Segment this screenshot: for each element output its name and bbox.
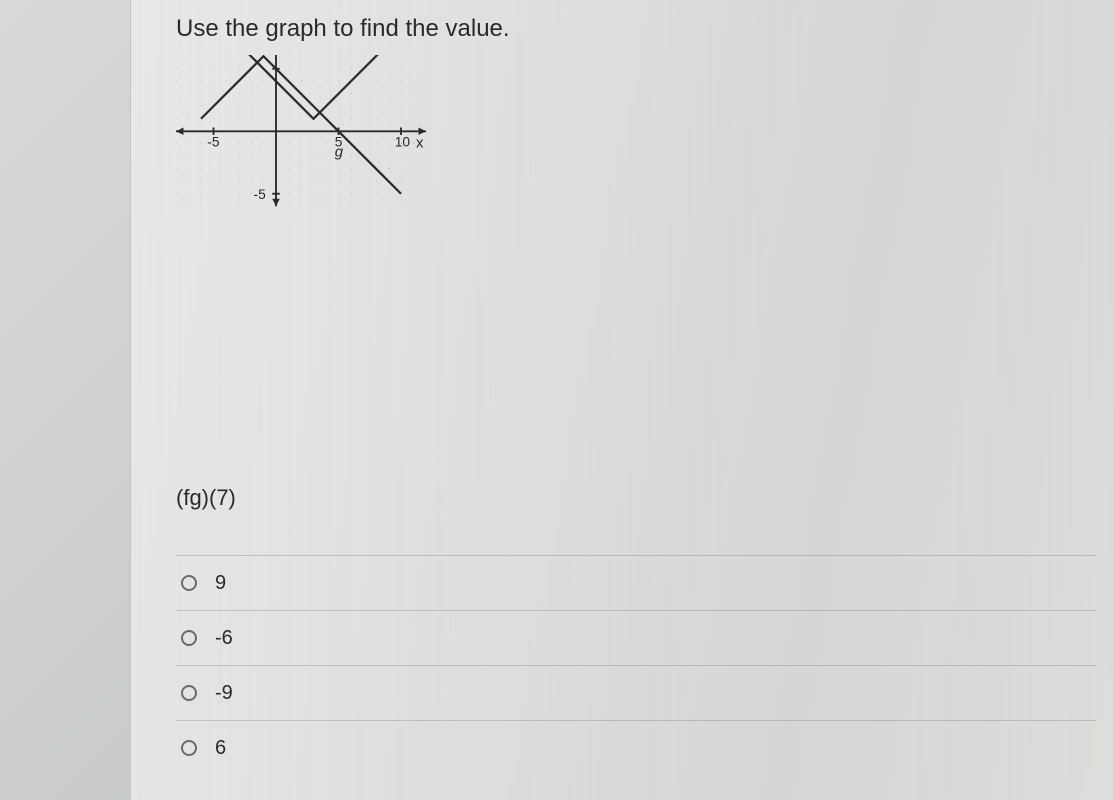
option-row[interactable]: -6 [176,610,1096,665]
xtick-neg5: -5 [207,134,220,149]
question-prompt: Use the graph to find the value. [176,15,510,43]
options-container: 9 -6 -9 6 [176,555,1096,775]
radio-icon[interactable] [181,575,197,591]
option-label: -9 [215,682,233,705]
option-row[interactable]: 6 [176,720,1096,775]
radio-icon[interactable] [181,740,197,756]
option-label: 9 [215,572,226,595]
ytick-neg5: -5 [254,187,267,202]
option-label: -6 [215,627,233,650]
x-axis-label: x [416,135,424,152]
radio-icon[interactable] [181,685,197,701]
option-row[interactable]: -9 [176,665,1096,720]
g-label: g [335,143,344,160]
radio-icon[interactable] [181,630,197,646]
option-label: 6 [215,737,226,760]
page-container: Use the graph to find the value. [130,0,1113,800]
graph-container: 10 -5 -5 5 10 y x f g [176,55,426,295]
option-row[interactable]: 9 [176,555,1096,610]
graph-svg: 10 -5 -5 5 10 y x f g [176,55,426,295]
expression: (fg)(7) [176,485,236,511]
xtick-10: 10 [395,134,411,149]
